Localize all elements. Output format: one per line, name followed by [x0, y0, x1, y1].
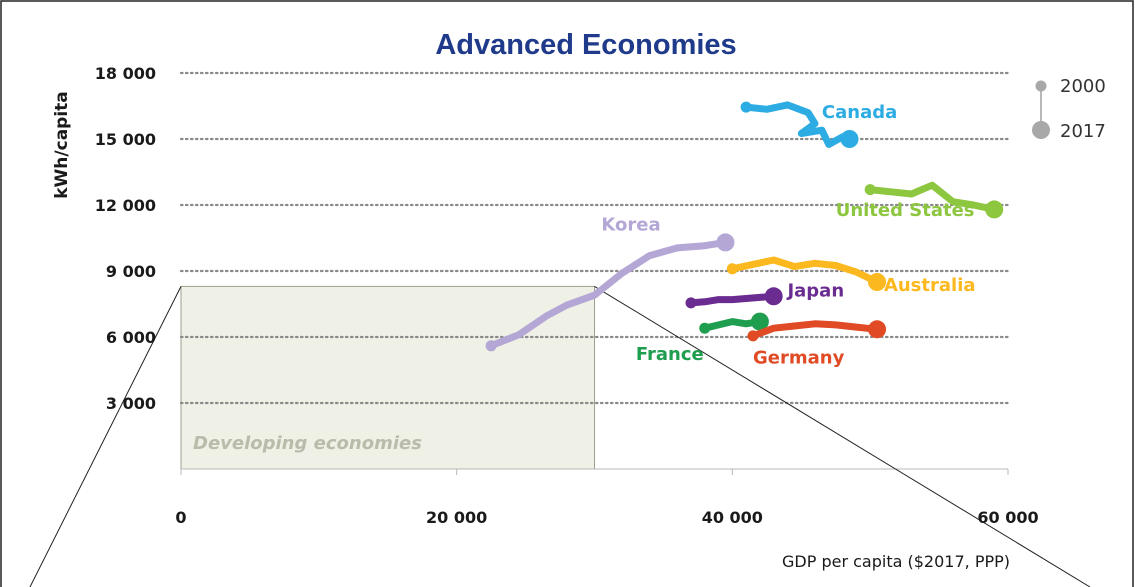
series-start-germany — [747, 330, 759, 342]
series-label-france: France — [636, 344, 704, 365]
series-labels-group: Canada United States Korea Australia Japan Fr… — [601, 102, 975, 368]
series-label-korea: Korea — [601, 214, 660, 235]
series-label-australia: Australia — [884, 275, 976, 296]
series-line-germany — [749, 320, 881, 340]
x-axis-label: GDP per capita ($2017, PPP) — [782, 552, 1010, 571]
y-tick-label-6000: 6 000 — [106, 328, 156, 347]
legend-end-marker — [1032, 121, 1050, 139]
series-end-germany — [868, 320, 887, 339]
x-tick-labels-group: 0 20 000 40 000 60 000 — [175, 508, 1038, 527]
series-end-canada — [840, 130, 859, 148]
y-tick-label-9000: 9 000 — [106, 262, 156, 281]
series-start-korea — [485, 340, 497, 352]
zoom-line-right — [594, 285, 1091, 587]
series-start-australia — [726, 263, 738, 275]
series-end-australia — [868, 273, 887, 291]
x-tick-label-0: 0 — [175, 508, 186, 527]
series-label-germany: Germany — [753, 347, 845, 368]
series-end-japan — [764, 287, 783, 306]
series-line-australia — [728, 256, 881, 286]
y-tick-label-3000: 3 000 — [106, 394, 156, 413]
developing-economies-label: Developing economies — [193, 433, 422, 454]
series-end-united-states — [985, 200, 1004, 219]
x-tick-label-40000: 40 000 — [702, 508, 763, 527]
zoom-lines-group — [29, 285, 1091, 587]
series-start-france — [699, 322, 711, 334]
series-line-united-states — [866, 181, 998, 213]
series-label-canada: Canada — [822, 102, 897, 123]
zoom-line-left — [29, 286, 182, 587]
y-tick-labels-group: 3 000 6 000 9 000 12 000 15 000 18 000 — [95, 64, 156, 413]
series-line-korea — [487, 238, 729, 350]
series-start-japan — [685, 297, 697, 309]
series-label-japan: Japan — [785, 280, 844, 301]
series-start-united-states — [864, 184, 876, 196]
x-tick-label-20000: 20 000 — [426, 508, 487, 527]
y-tick-label-15000: 15 000 — [95, 130, 156, 149]
legend: 2000 2017 — [1032, 76, 1106, 142]
x-tick-label-60000: 60 000 — [977, 508, 1038, 527]
gridlines-group — [179, 71, 1010, 475]
developing-economies-region-group: Developing economies — [180, 285, 595, 470]
series-line-france — [701, 318, 764, 332]
y-tick-label-18000: 18 000 — [95, 64, 156, 83]
series-line-japan — [687, 292, 778, 307]
series-start-canada — [740, 101, 752, 113]
y-tick-label-12000: 12 000 — [95, 196, 156, 215]
legend-end-label: 2017 — [1060, 121, 1106, 142]
chart-title: Advanced Economies — [435, 29, 736, 61]
legend-start-label: 2000 — [1060, 76, 1106, 97]
series-end-france — [750, 312, 769, 331]
series-group — [485, 101, 1004, 352]
series-end-korea — [716, 233, 735, 252]
series-label-united-states: United States — [836, 200, 975, 221]
legend-start-marker — [1035, 80, 1047, 92]
y-axis-label: kWh/capita — [52, 91, 72, 199]
series-line-canada — [742, 101, 853, 148]
